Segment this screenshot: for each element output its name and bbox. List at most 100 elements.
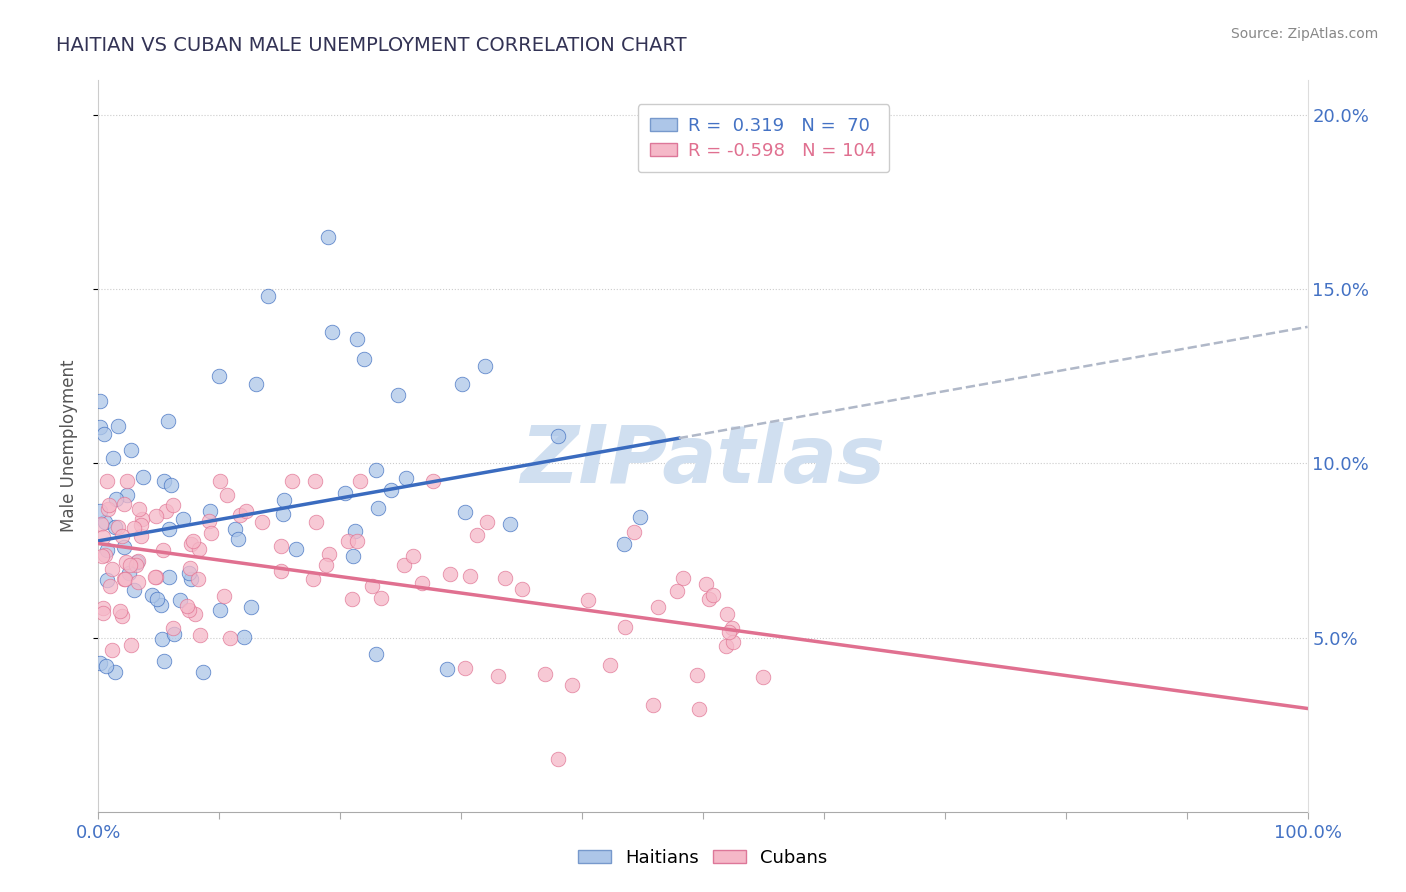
Point	[188, 628, 211, 642]
Point	[208, 474, 231, 488]
Point	[163, 627, 186, 641]
Point	[127, 574, 149, 589]
Point	[364, 462, 387, 476]
Point	[702, 588, 724, 602]
Point	[465, 528, 488, 542]
Point	[395, 470, 418, 484]
Point	[94, 516, 117, 530]
Point	[107, 520, 129, 534]
Point	[208, 369, 231, 384]
Point	[475, 515, 498, 529]
Point	[316, 230, 339, 244]
Point	[256, 289, 278, 303]
Point	[200, 526, 222, 541]
Point	[91, 530, 114, 544]
Text: ZIPatlas: ZIPatlas	[520, 422, 886, 500]
Point	[153, 655, 176, 669]
Point	[97, 502, 120, 516]
Point	[89, 504, 111, 518]
Point	[318, 547, 340, 561]
Point	[101, 562, 124, 576]
Point	[226, 533, 249, 547]
Point	[181, 533, 204, 548]
Point	[145, 570, 167, 584]
Point	[720, 622, 742, 636]
Point	[114, 555, 136, 569]
Point	[152, 475, 174, 489]
Point	[129, 529, 152, 543]
Point	[98, 498, 121, 512]
Point	[127, 555, 149, 569]
Point	[118, 566, 141, 580]
Point	[91, 549, 114, 564]
Point	[697, 592, 720, 607]
Point	[117, 488, 139, 502]
Point	[686, 668, 709, 682]
Point	[751, 670, 773, 684]
Point	[561, 678, 583, 692]
Point	[129, 518, 152, 533]
Point	[250, 515, 273, 529]
Point	[93, 426, 115, 441]
Point	[96, 474, 118, 488]
Point	[179, 561, 201, 575]
Point	[172, 512, 194, 526]
Point	[641, 698, 664, 712]
Point	[305, 516, 328, 530]
Point	[366, 648, 388, 662]
Point	[127, 553, 149, 567]
Point	[353, 351, 375, 366]
Point	[346, 533, 368, 548]
Point	[198, 504, 221, 518]
Point	[191, 665, 214, 680]
Point	[152, 542, 174, 557]
Point	[271, 508, 294, 522]
Point	[198, 515, 221, 529]
Y-axis label: Male Unemployment: Male Unemployment	[59, 359, 77, 533]
Point	[91, 607, 114, 621]
Point	[302, 572, 325, 586]
Point	[239, 599, 262, 614]
Point	[128, 501, 150, 516]
Point	[162, 621, 184, 635]
Point	[94, 548, 117, 562]
Point	[361, 579, 384, 593]
Point	[212, 589, 235, 603]
Point	[666, 584, 689, 599]
Point	[367, 501, 389, 516]
Point	[716, 607, 738, 622]
Point	[187, 572, 209, 586]
Point	[169, 593, 191, 607]
Point	[387, 388, 409, 402]
Point	[89, 394, 111, 409]
Point	[343, 524, 366, 538]
Point	[177, 602, 200, 616]
Point	[96, 542, 118, 557]
Point	[112, 572, 135, 586]
Point	[499, 516, 522, 531]
Point	[122, 521, 145, 535]
Point	[101, 643, 124, 657]
Legend: Haitians, Cubans: Haitians, Cubans	[571, 842, 835, 874]
Point	[157, 522, 180, 536]
Point	[111, 529, 134, 543]
Point	[346, 332, 368, 346]
Point	[215, 488, 238, 502]
Point	[180, 572, 202, 586]
Point	[89, 420, 111, 434]
Point	[157, 414, 180, 428]
Point	[107, 418, 129, 433]
Point	[103, 450, 125, 465]
Point	[576, 592, 599, 607]
Point	[146, 592, 169, 607]
Point	[145, 508, 167, 523]
Point	[614, 620, 637, 634]
Point	[451, 376, 474, 391]
Point	[224, 522, 246, 536]
Point	[93, 600, 115, 615]
Point	[494, 571, 516, 585]
Point	[110, 604, 132, 618]
Point	[103, 520, 125, 534]
Point	[112, 498, 135, 512]
Point	[422, 474, 444, 488]
